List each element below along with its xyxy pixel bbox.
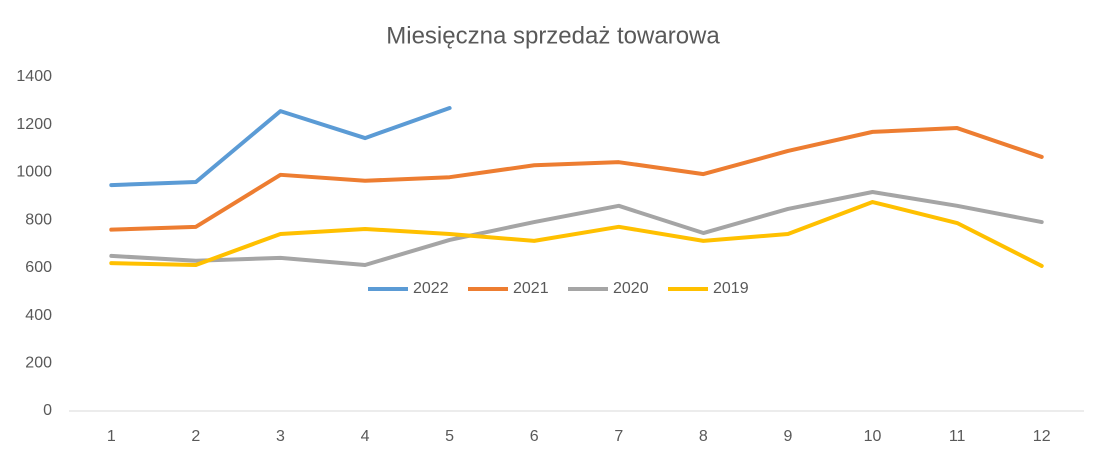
x-tick-label: 11: [949, 428, 966, 445]
x-tick-label: 3: [276, 428, 285, 445]
legend-label: 2020: [613, 280, 649, 297]
chart-title: Miesięczna sprzedaż towarowa: [386, 22, 720, 49]
line-series: [109, 106, 452, 188]
x-tick-label: 2: [191, 428, 200, 445]
y-tick-label: 800: [25, 211, 52, 228]
x-tick-label: 10: [864, 428, 882, 445]
line-series: [109, 126, 1044, 232]
x-tick-label: 6: [530, 428, 539, 445]
x-tick-label: 7: [614, 428, 623, 445]
y-tick-label: 0: [43, 402, 52, 419]
y-tick-label: 1000: [16, 164, 52, 181]
y-tick-label: 400: [25, 307, 52, 324]
y-tick-label: 600: [25, 259, 52, 276]
x-tick-label: 5: [445, 428, 454, 445]
x-tick-label: 8: [699, 428, 708, 445]
y-tick-label: 200: [25, 355, 52, 372]
line-series: [109, 189, 1044, 267]
x-tick-label: 4: [361, 428, 370, 445]
x-tick-label: 1: [107, 428, 116, 445]
y-tick-label: 1400: [16, 68, 52, 85]
legend-label: 2022: [413, 280, 449, 297]
legend-label: 2019: [713, 280, 749, 297]
line-series: [109, 200, 1044, 268]
y-tick-label: 1200: [16, 116, 52, 133]
x-tick-label: 12: [1033, 428, 1051, 445]
x-tick-label: 9: [784, 428, 793, 445]
legend-label: 2021: [513, 280, 549, 297]
